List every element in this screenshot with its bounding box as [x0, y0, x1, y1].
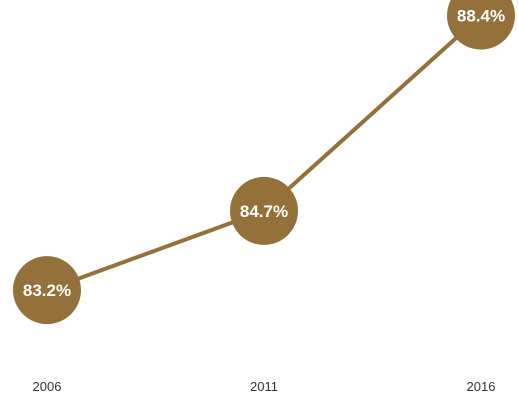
- series-line: [46, 14, 483, 292]
- data-point-2016: [447, 0, 515, 50]
- x-axis: 2006 2011 2016: [33, 379, 496, 394]
- data-point-2011: [230, 176, 298, 245]
- x-tick-label-2006: 2006: [33, 379, 62, 394]
- data-label-2016: 88.4%: [457, 7, 505, 26]
- x-tick-label-2011: 2011: [250, 379, 278, 394]
- data-label-2011: 84.7%: [240, 202, 288, 221]
- data-point-2006: [13, 256, 81, 325]
- x-tick-label-2016: 2016: [467, 379, 496, 394]
- series-layer: [13, 0, 515, 325]
- label-layer: 83.2% 84.7% 88.4%: [23, 7, 505, 301]
- data-label-2006: 83.2%: [23, 281, 71, 300]
